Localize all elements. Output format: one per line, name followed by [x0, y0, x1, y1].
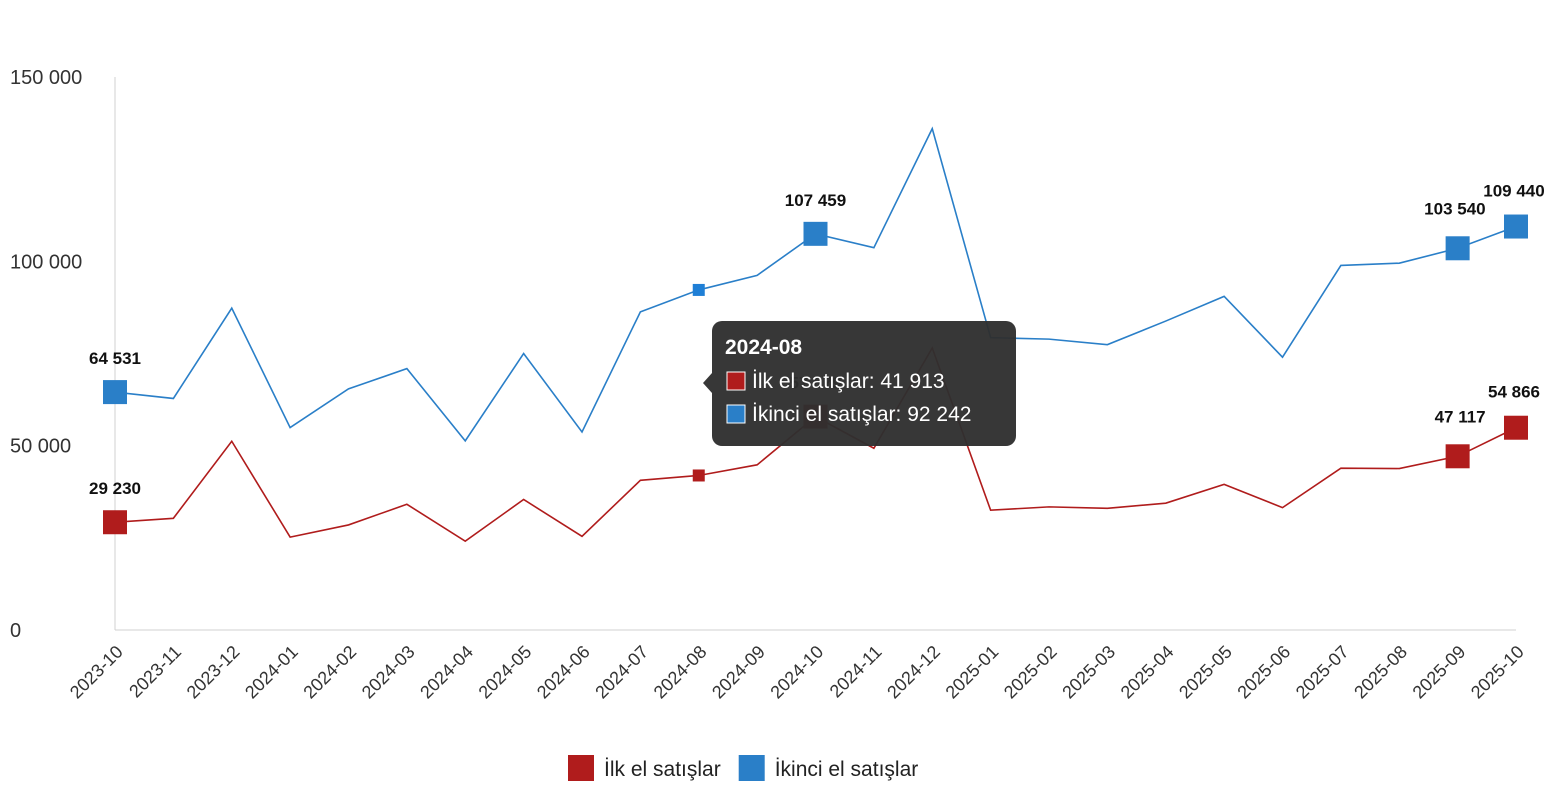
data-label: 64 531: [89, 349, 141, 368]
legend-label: İkinci el satışlar: [775, 758, 919, 781]
x-tick-label: 2025-09: [1409, 642, 1470, 703]
hover-point-marker: [692, 469, 705, 482]
legend: İlk el satışlar İkinci el satışlar: [568, 755, 918, 781]
data-point-marker: [803, 221, 828, 246]
x-tick-label: 2024-10: [766, 642, 827, 703]
x-tick-label: 2024-02: [299, 642, 360, 703]
x-tick-label: 2025-07: [1292, 642, 1353, 703]
x-tick-label: 2025-10: [1467, 642, 1528, 703]
data-label: 54 866: [1488, 383, 1540, 402]
tooltip-swatch: [726, 371, 746, 391]
legend-swatch: [568, 755, 594, 781]
x-tick-label: 2025-02: [1000, 642, 1061, 703]
tooltip-pointer: [703, 373, 712, 393]
y-tick-label: 100 000: [10, 251, 82, 273]
x-tick-label: 2025-05: [1175, 642, 1236, 703]
x-tick-label: 2024-08: [650, 642, 711, 703]
tooltip-swatch: [726, 404, 746, 424]
x-tick-label: 2023-12: [183, 642, 244, 703]
y-tick-label: 150 000: [10, 67, 82, 89]
legend-swatch: [738, 755, 765, 781]
x-tick-label: 2024-11: [826, 642, 886, 702]
data-label: 109 440: [1483, 182, 1544, 201]
tooltip: 2024-08 İlk el satışlar: 41 913 İkinci el …: [703, 321, 1016, 446]
x-tick-label: 2024-01: [241, 642, 302, 703]
data-label: 103 540: [1424, 199, 1485, 218]
hover-point-marker: [692, 283, 705, 296]
x-tick-label: 2024-03: [358, 642, 419, 703]
data-point-marker: [1445, 236, 1470, 261]
x-tick-label: 2024-07: [591, 642, 652, 703]
data-point-marker: [103, 510, 127, 535]
y-tick-label: 50 000: [10, 436, 71, 458]
x-tick-label: 2025-03: [1058, 642, 1119, 703]
x-tick-label: 2023-10: [66, 642, 127, 703]
tooltip-box: [712, 321, 1016, 446]
data-point-marker: [103, 380, 127, 405]
data-label: 47 117: [1435, 407, 1486, 426]
x-tick-label: 2023-11: [125, 642, 185, 702]
data-label: 29 230: [89, 479, 141, 498]
x-tick-label: 2025-01: [942, 642, 1003, 703]
x-tick-label: 2024-09: [708, 642, 769, 703]
x-tick-label: 2024-12: [883, 642, 944, 703]
data-point-marker: [1504, 415, 1528, 440]
data-point-marker: [1504, 214, 1528, 239]
x-tick-label: 2024-04: [416, 642, 477, 703]
y-tick-label: 0: [10, 620, 21, 642]
x-tick-label: 2024-06: [533, 642, 594, 703]
tooltip-row: İlk el satışlar: 41 913: [752, 370, 945, 393]
tooltip-title: 2024-08: [725, 336, 802, 359]
legend-label: İlk el satışlar: [604, 758, 721, 781]
tooltip-row: İkinci el satışlar: 92 242: [752, 403, 971, 426]
data-label: 107 459: [785, 191, 846, 210]
x-tick-label: 2024-05: [475, 642, 536, 703]
data-point-marker: [1445, 444, 1470, 469]
x-tick-label: 2025-04: [1117, 642, 1178, 703]
x-tick-label: 2025-08: [1350, 642, 1411, 703]
x-tick-label: 2025-06: [1233, 642, 1294, 703]
